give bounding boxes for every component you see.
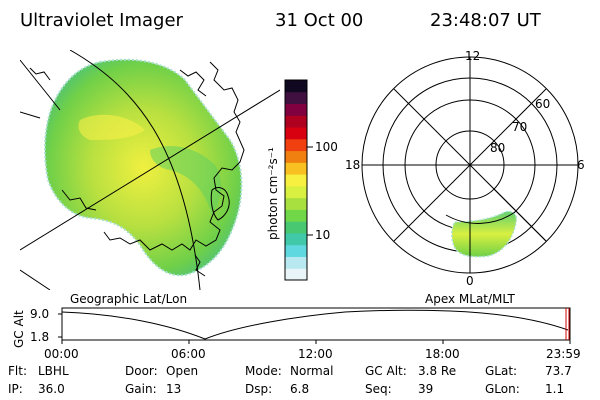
colorbar-segment (285, 256, 307, 269)
colorbar-segment (285, 209, 307, 222)
info-value-gcalt: 3.8 Re (418, 364, 456, 378)
aurora-emission (43, 58, 243, 277)
info-value-glat: 73.7 (545, 364, 572, 378)
altitude-ylabel: GC Alt (12, 310, 26, 348)
geographic-label: Geographic Lat/Lon (70, 292, 187, 306)
altitude-xtick-2359: 23:59 (546, 347, 581, 361)
info-label-mode: Mode: (245, 364, 282, 378)
colorbar-segment (285, 80, 307, 93)
colorbar-segment (285, 91, 307, 105)
header-title: Ultraviolet Imager (20, 10, 184, 31)
colorbar-segment (285, 232, 307, 246)
info-label-dsp: Dsp: (245, 382, 272, 396)
header-time: 23:48:07 UT (430, 10, 542, 31)
colorbar-frame (284, 79, 308, 281)
colorbar-segment (285, 103, 307, 116)
altitude-frame (61, 307, 571, 341)
colorbar-segment (285, 150, 307, 163)
coastline-outline (103, 61, 245, 251)
info-block: Flt: LBHL Door: Open Mode: Normal GC Alt… (8, 364, 572, 396)
altitude-xtick-1800: 18:00 (425, 347, 460, 361)
info-label-glat: GLat: (485, 364, 517, 378)
info-value-dsp: 6.8 (290, 382, 309, 396)
mlt-label-6: 6 (577, 158, 585, 172)
info-label-ip: IP: (8, 382, 23, 396)
info-label-gcalt: GC Alt: (365, 364, 407, 378)
altitude-plot (58, 307, 571, 344)
mlt-label-12: 12 (465, 49, 480, 63)
colorbar (285, 80, 307, 281)
altitude-xtick-0600: 06:00 (171, 347, 206, 361)
colorbar-unit: photon cm⁻²s⁻¹ (266, 147, 280, 240)
lat-label-80: 80 (490, 141, 505, 155)
colorbar-segment (285, 127, 307, 140)
geographic-map (20, 50, 280, 290)
colorbar-segment (285, 185, 307, 199)
info-label-seq: Seq: (365, 382, 392, 396)
colorbar-segment (285, 197, 307, 210)
altitude-ytick-max: 9.0 (30, 307, 49, 321)
info-value-mode: Normal (290, 364, 333, 378)
info-value-glon: 1.1 (545, 382, 564, 396)
altitude-curve (61, 309, 569, 340)
altitude-xtick-1200: 12:00 (298, 347, 333, 361)
info-value-seq: 39 (418, 382, 433, 396)
lat-label-70: 70 (512, 120, 527, 134)
colorbar-segment (285, 244, 307, 257)
lat-label-60: 60 (535, 97, 550, 111)
mlt-label-18: 18 (345, 158, 360, 172)
altitude-xtick-0000: 00:00 (44, 347, 79, 361)
altitude-ytick-min: 1.8 (30, 330, 49, 344)
polar-label: Apex MLat/MLT (425, 292, 515, 306)
info-label-door: Door: (125, 364, 158, 378)
info-value-door: Open (166, 364, 198, 378)
colorbar-label-10: 10 (315, 228, 330, 242)
colorbar-segment (285, 268, 307, 281)
colorbar-segment (285, 221, 307, 234)
info-label-glon: GLon: (485, 382, 520, 396)
colorbar-segment (285, 174, 307, 187)
colorbar-segment (285, 138, 307, 152)
info-value-flt: LBHL (38, 364, 69, 378)
info-label-gain: Gain: (125, 382, 157, 396)
polar-aurora-spot (451, 210, 518, 258)
info-label-flt: Flt: (8, 364, 27, 378)
mlt-label-0: 0 (466, 274, 474, 288)
info-value-gain: 13 (166, 382, 181, 396)
header-date: 31 Oct 00 (275, 10, 363, 31)
info-value-ip: 36.0 (38, 382, 65, 396)
polar-plot (361, 56, 579, 274)
colorbar-segment (285, 162, 307, 175)
colorbar-label-100: 100 (315, 140, 338, 154)
colorbar-segment (285, 115, 307, 128)
